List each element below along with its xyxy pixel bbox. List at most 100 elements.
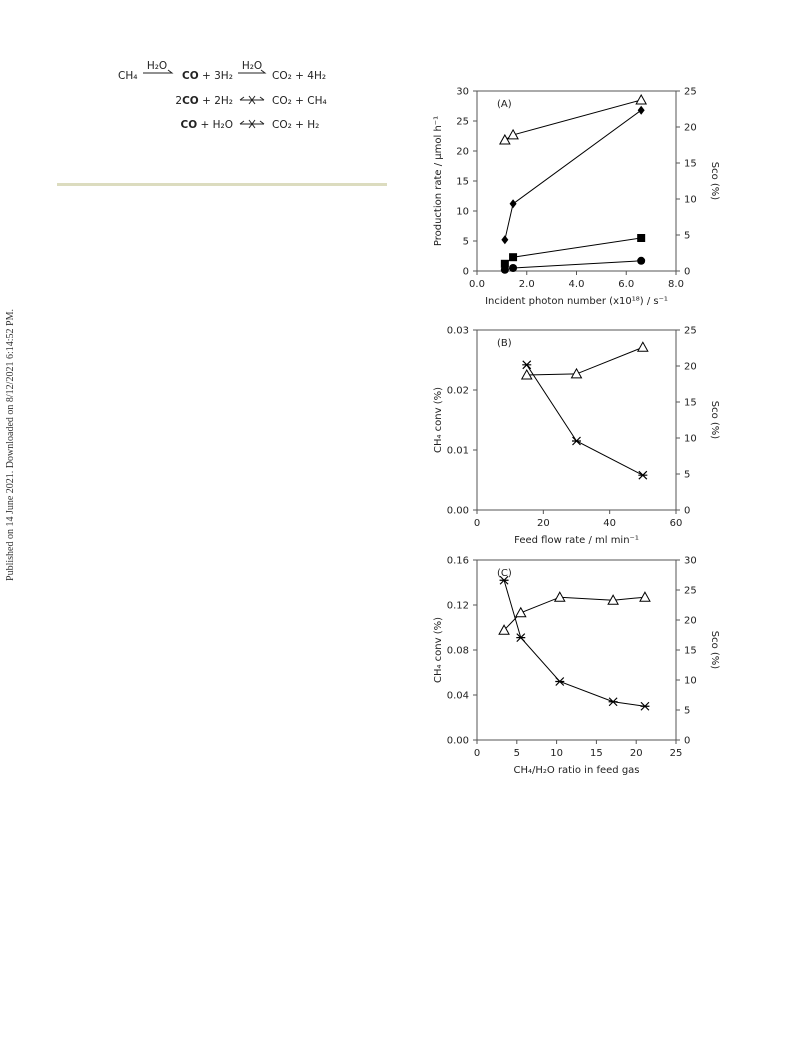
marker — [520, 368, 533, 380]
equations: CH₄ H₂O CO + 3H₂ H₂O CO₂ + 4H₂ 2CO + 2H₂… — [118, 60, 327, 131]
y-tick-label: 10 — [456, 207, 469, 218]
marker — [635, 93, 648, 105]
y2-tick-label: 0 — [684, 736, 690, 747]
marker — [501, 235, 509, 245]
x-axis-label: Incident photon number (x10¹⁸) / s⁻¹ — [485, 296, 668, 307]
y-axis-label: CH₄ conv (%) — [433, 387, 444, 453]
y-tick-label: 0 — [463, 267, 469, 278]
marker — [509, 253, 518, 262]
equation-text: CO₂ + CH₄ — [272, 95, 327, 107]
x-tick-label: 6.0 — [618, 279, 634, 290]
divider — [57, 183, 387, 186]
marker — [639, 591, 651, 602]
y2-tick-label: 20 — [684, 362, 697, 373]
y-axis-label: CH₄ conv (%) — [433, 617, 444, 683]
y2-tick-label: 0 — [684, 506, 690, 517]
x-axis-label: Feed flow rate / ml min⁻¹ — [514, 535, 639, 546]
equation-text: + H₂O — [200, 119, 233, 131]
marker — [516, 633, 526, 643]
marker — [553, 591, 566, 602]
marker — [608, 697, 618, 707]
equation-text: CO₂ + 4H₂ — [272, 70, 326, 82]
marker — [509, 264, 518, 272]
marker — [637, 234, 646, 242]
y-tick-label: 0.04 — [447, 691, 469, 702]
marker — [507, 128, 519, 140]
panel-label: (B) — [497, 338, 512, 349]
marker — [637, 256, 646, 265]
y2-axis-label: Sco (%) — [709, 401, 720, 440]
charts: 0.0 2.0 4.0 6.0 8.00510152025300510152025(A)… — [433, 87, 720, 777]
equation-text: CO — [182, 95, 199, 107]
y2-tick-label: 5 — [684, 470, 690, 481]
marker — [500, 259, 509, 268]
y-tick-label: 15 — [456, 177, 469, 188]
x-tick-label: 5 — [514, 748, 520, 759]
equation-text: CO — [181, 119, 198, 131]
equilibrium-arrow — [239, 119, 265, 129]
marker — [637, 105, 645, 115]
x-axis-label: CH₄/H₂O ratio in feed gas — [513, 765, 639, 776]
x-tick-label: 25 — [670, 748, 683, 759]
equilibrium-arrow — [239, 95, 265, 105]
marker — [500, 265, 509, 274]
marker — [636, 341, 649, 352]
x-tick-label: 8.0 — [668, 279, 684, 290]
y-tick-label: 20 — [456, 147, 469, 158]
y-tick-label: 0.16 — [447, 556, 469, 567]
plot-frame — [476, 329, 677, 511]
equation-text: 2 — [175, 95, 182, 107]
marker — [499, 575, 509, 585]
marker — [499, 133, 511, 145]
marker — [509, 199, 517, 209]
y-tick-label: 25 — [456, 117, 469, 128]
y-tick-label: 0.00 — [447, 506, 469, 517]
equation-text: CO₂ + H₂ — [272, 119, 319, 131]
x-tick-label: 0.0 — [469, 279, 485, 290]
marker — [640, 701, 650, 711]
x-tick-label: 40 — [603, 518, 616, 529]
x-tick-label: 20 — [537, 518, 550, 529]
y2-tick-label: 25 — [684, 87, 697, 98]
y2-tick-label: 10 — [684, 195, 697, 206]
equation-text: H₂O — [242, 60, 262, 72]
y2-tick-label: 5 — [684, 231, 690, 242]
marker — [638, 470, 648, 480]
marker — [570, 367, 583, 379]
marker — [555, 677, 565, 686]
equation-text: CO — [182, 70, 199, 82]
equation-text: CH₄ — [118, 70, 137, 82]
x-tick-label: 0 — [474, 748, 480, 759]
y-tick-label: 0.08 — [447, 646, 469, 657]
y2-tick-label: 25 — [684, 586, 697, 597]
equation-text: + 2H₂ — [202, 95, 233, 107]
x-tick-label: 60 — [670, 518, 683, 529]
panel-label: (C) — [497, 568, 512, 579]
y-tick-label: 0.03 — [447, 326, 469, 337]
y2-tick-label: 10 — [684, 434, 697, 445]
y2-tick-label: 15 — [684, 398, 697, 409]
marker — [514, 606, 527, 618]
x-tick-label: 15 — [590, 748, 603, 759]
x-tick-label: 20 — [630, 748, 643, 759]
y-tick-label: 5 — [463, 237, 469, 248]
y2-axis-label: Sco (%) — [709, 162, 720, 201]
marker — [498, 624, 510, 635]
x-tick-label: 10 — [550, 748, 563, 759]
y-tick-label: 0.00 — [447, 736, 469, 747]
y-tick-label: 30 — [456, 87, 469, 98]
equation-text: + 3H₂ — [202, 70, 233, 82]
y2-tick-label: 5 — [684, 706, 690, 717]
panel-label: (A) — [497, 99, 512, 110]
arrow-head — [260, 69, 267, 74]
y2-tick-label: 10 — [684, 676, 697, 687]
x-tick-label: 4.0 — [569, 279, 585, 290]
y-tick-label: 0.12 — [447, 601, 469, 612]
chart: 0 5 10 15 20 25 0.00 0.04 0.08 0.12 0.16 0 5 10 15 20 25… — [433, 556, 720, 777]
y2-tick-label: 25 — [684, 326, 697, 337]
chart: 0.0 2.0 4.0 6.0 8.00510152025300510152025(A)… — [433, 87, 720, 308]
marker — [607, 594, 619, 605]
marker — [522, 360, 532, 370]
